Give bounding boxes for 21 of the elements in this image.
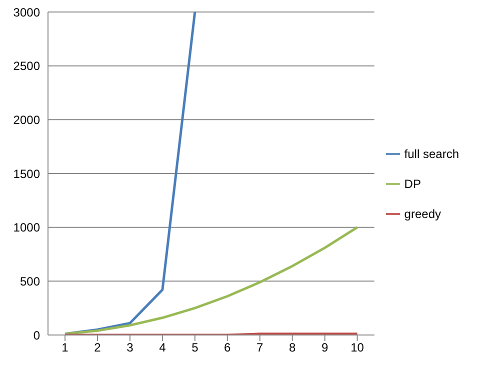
x-tick-label: 8 — [289, 340, 296, 355]
legend-label: full search — [404, 146, 459, 160]
y-tick-label: 2500 — [13, 59, 40, 74]
y-tick-label: 500 — [20, 274, 40, 288]
y-tick-label: 0 — [33, 328, 40, 342]
x-tick-label: 1 — [62, 340, 69, 355]
x-tick-label: 2 — [94, 340, 102, 355]
legend-label: DP — [404, 176, 421, 190]
x-tick-label: 6 — [224, 340, 232, 355]
y-tick-label: 2000 — [13, 112, 40, 127]
x-tick-label: 4 — [159, 340, 166, 355]
legend-label: greedy — [404, 206, 441, 220]
y-tick-label: 1500 — [13, 166, 40, 181]
y-tick-label: 1000 — [13, 220, 40, 235]
y-tick-label: 3000 — [13, 5, 40, 20]
line-series — [64, 226, 359, 335]
x-tick-label: 9 — [321, 340, 328, 355]
x-tick-label: 10 — [350, 340, 364, 355]
x-tick-label: 3 — [126, 340, 134, 355]
x-tick-label: 7 — [256, 340, 264, 355]
x-tick-label: 5 — [192, 340, 199, 355]
